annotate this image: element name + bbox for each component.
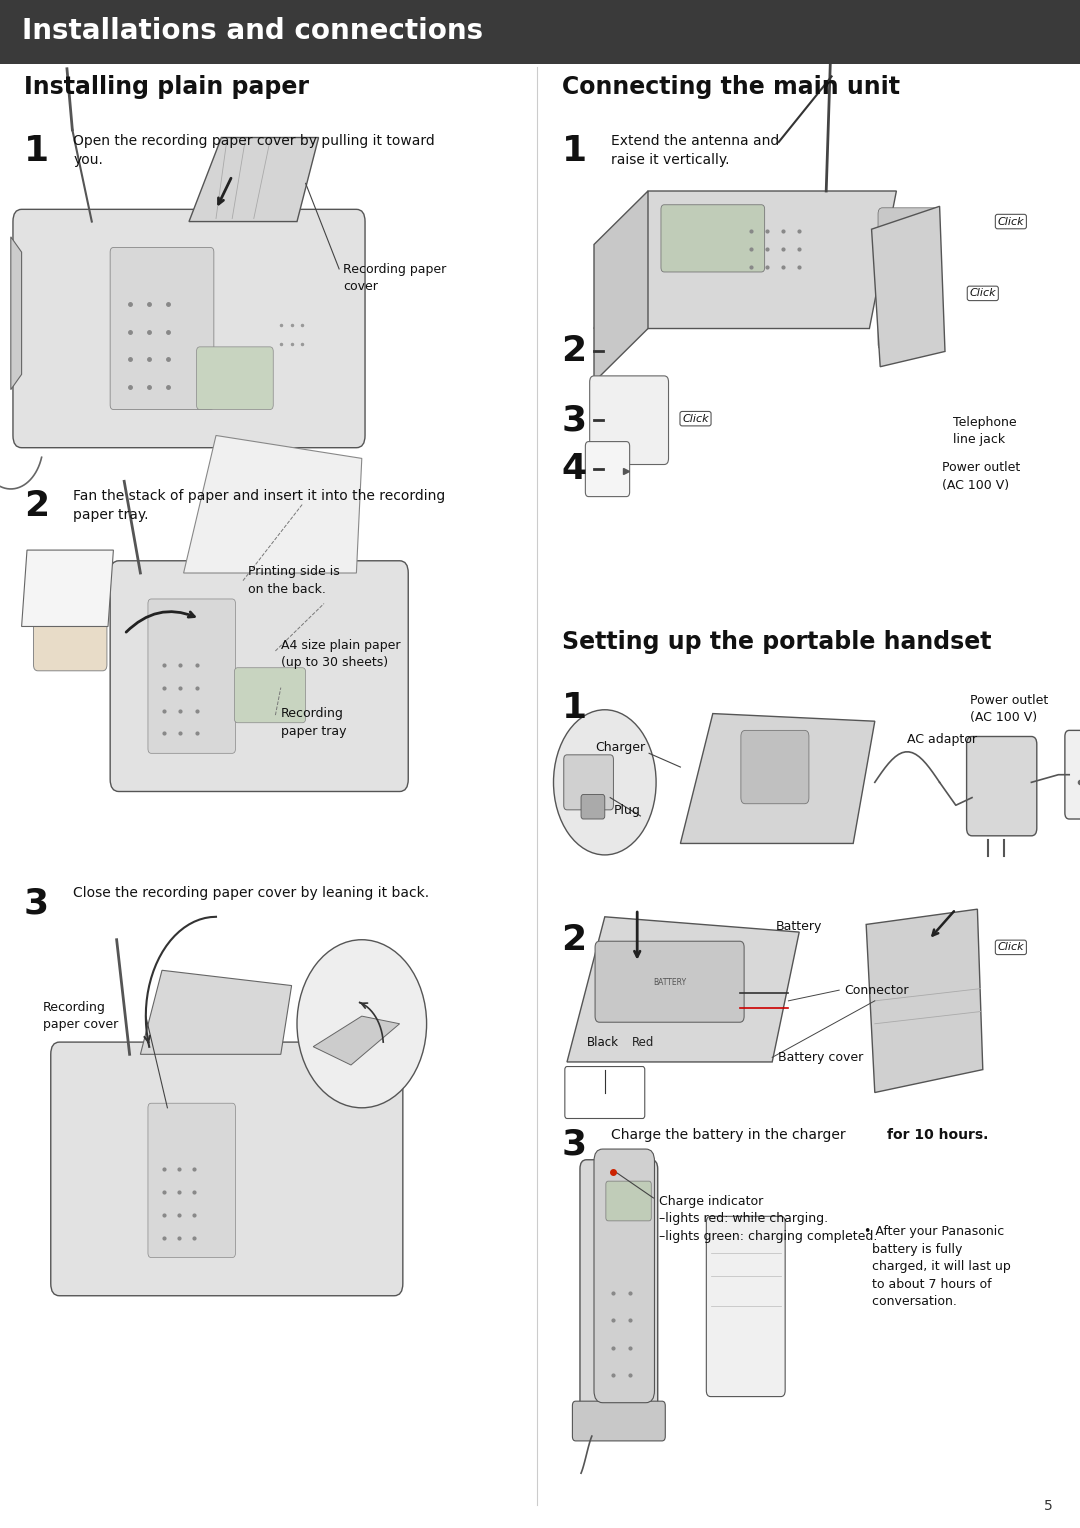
Text: 3: 3 <box>562 1128 586 1161</box>
FancyBboxPatch shape <box>51 1042 403 1296</box>
Text: • After your Panasonic
  battery is fully
  charged, it will last up
  to about : • After your Panasonic battery is fully … <box>864 1225 1011 1308</box>
FancyBboxPatch shape <box>967 736 1037 836</box>
FancyBboxPatch shape <box>565 1067 645 1118</box>
Text: Connecting the main unit: Connecting the main unit <box>562 75 900 99</box>
Text: 1: 1 <box>562 134 586 168</box>
Polygon shape <box>140 970 292 1054</box>
FancyBboxPatch shape <box>234 668 306 723</box>
Text: Charge indicator
–lights red: while charging.
–lights green: charging completed.: Charge indicator –lights red: while char… <box>659 1195 877 1242</box>
Text: 5: 5 <box>1044 1499 1053 1513</box>
FancyBboxPatch shape <box>585 442 630 497</box>
FancyBboxPatch shape <box>878 208 939 251</box>
Text: Power outlet
(AC 100 V): Power outlet (AC 100 V) <box>942 461 1020 492</box>
Text: 2: 2 <box>562 335 586 368</box>
Text: Recording paper
cover: Recording paper cover <box>343 263 447 293</box>
Text: Open the recording paper cover by pulling it toward
you.: Open the recording paper cover by pullin… <box>73 134 435 168</box>
Polygon shape <box>313 1016 400 1065</box>
Text: Setting up the portable handset: Setting up the portable handset <box>562 630 991 654</box>
Text: Click: Click <box>998 217 1024 226</box>
Text: 4: 4 <box>562 452 586 486</box>
FancyBboxPatch shape <box>197 347 273 410</box>
Text: 2: 2 <box>562 923 586 957</box>
Text: 3: 3 <box>562 403 586 437</box>
FancyBboxPatch shape <box>148 1103 235 1258</box>
Text: Telephone
line jack: Telephone line jack <box>953 416 1016 446</box>
FancyBboxPatch shape <box>110 561 408 792</box>
Text: BATTERY: BATTERY <box>653 978 686 987</box>
Ellipse shape <box>297 940 427 1108</box>
Ellipse shape <box>554 709 656 856</box>
FancyBboxPatch shape <box>661 205 765 272</box>
FancyBboxPatch shape <box>581 795 605 819</box>
Text: Click: Click <box>683 414 708 423</box>
Text: Battery cover: Battery cover <box>778 1051 863 1063</box>
Text: 2: 2 <box>24 489 49 523</box>
Text: Power outlet
(AC 100 V): Power outlet (AC 100 V) <box>970 694 1048 724</box>
Polygon shape <box>594 191 648 382</box>
FancyBboxPatch shape <box>33 620 107 671</box>
Text: Connector: Connector <box>845 984 909 996</box>
Polygon shape <box>680 714 875 843</box>
FancyBboxPatch shape <box>706 1216 785 1397</box>
Bar <box>0 0 1080 64</box>
FancyBboxPatch shape <box>1065 730 1080 819</box>
Text: Battery: Battery <box>775 920 822 934</box>
FancyBboxPatch shape <box>741 730 809 804</box>
Polygon shape <box>866 909 983 1093</box>
Text: Recording
paper cover: Recording paper cover <box>43 1001 119 1031</box>
Polygon shape <box>567 917 799 1062</box>
Text: 1: 1 <box>24 134 49 168</box>
FancyBboxPatch shape <box>580 1160 658 1438</box>
Polygon shape <box>594 191 896 329</box>
Polygon shape <box>11 237 22 390</box>
FancyBboxPatch shape <box>594 1149 654 1403</box>
Text: 1: 1 <box>562 691 586 724</box>
Polygon shape <box>184 435 362 573</box>
Text: Click: Click <box>998 943 1024 952</box>
FancyBboxPatch shape <box>572 1401 665 1441</box>
Text: Click: Click <box>970 289 996 298</box>
Text: Close the recording paper cover by leaning it back.: Close the recording paper cover by leani… <box>73 886 430 900</box>
FancyBboxPatch shape <box>564 755 613 810</box>
Polygon shape <box>22 550 113 626</box>
FancyBboxPatch shape <box>110 248 214 410</box>
Text: Plug: Plug <box>613 804 640 817</box>
Text: Black: Black <box>586 1036 619 1048</box>
Text: Charge the battery in the charger: Charge the battery in the charger <box>611 1128 850 1141</box>
Text: AC adaptor: AC adaptor <box>907 733 977 747</box>
Text: Printing side is
on the back.: Printing side is on the back. <box>248 565 340 596</box>
FancyBboxPatch shape <box>606 1181 651 1221</box>
FancyBboxPatch shape <box>13 209 365 448</box>
FancyBboxPatch shape <box>595 941 744 1022</box>
Polygon shape <box>872 206 945 367</box>
Polygon shape <box>189 138 319 222</box>
Text: Recording
paper tray: Recording paper tray <box>281 707 347 738</box>
Text: Extend the antenna and
raise it vertically.: Extend the antenna and raise it vertical… <box>611 134 780 168</box>
Text: Installing plain paper: Installing plain paper <box>24 75 309 99</box>
FancyBboxPatch shape <box>590 376 669 465</box>
Text: Charger: Charger <box>595 741 645 755</box>
Text: 3: 3 <box>24 886 49 920</box>
FancyBboxPatch shape <box>878 307 939 350</box>
Text: Red: Red <box>632 1036 654 1048</box>
Text: Installations and connections: Installations and connections <box>22 17 483 44</box>
Text: A4 size plain paper
(up to 30 sheets): A4 size plain paper (up to 30 sheets) <box>281 639 401 669</box>
Text: for 10 hours.: for 10 hours. <box>887 1128 988 1141</box>
Text: Fan the stack of paper and insert it into the recording
paper tray.: Fan the stack of paper and insert it int… <box>73 489 446 523</box>
FancyBboxPatch shape <box>148 599 235 753</box>
